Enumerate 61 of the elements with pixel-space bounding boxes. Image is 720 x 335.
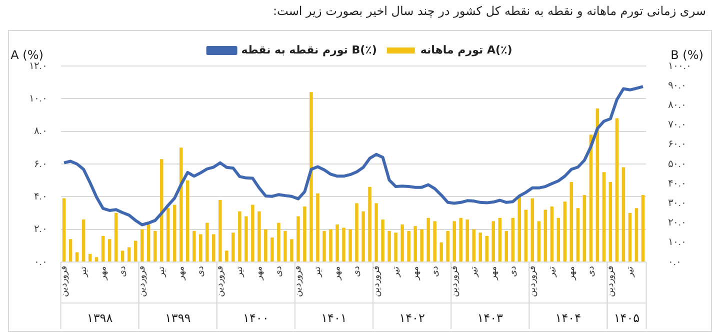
legend-label: تورم نقطه به نقطه B(٪) <box>241 43 377 56</box>
y-tick-label: ۰.۰ <box>34 256 47 268</box>
y2-tick-label: ۰.۰ <box>668 256 682 268</box>
x-tick-label: تیر <box>546 266 558 278</box>
x-tick-label: مهر <box>332 266 343 281</box>
text: ۱۴۰۲ <box>399 311 425 326</box>
y2-tick-label: ۱۰.۰ <box>668 237 686 248</box>
x-tick-label: فروردین <box>370 266 382 297</box>
y-axis-title: A (%) <box>10 48 44 62</box>
x-tick-label: دی <box>117 266 128 277</box>
text: ۱۳۹۸ <box>86 311 114 326</box>
x-tick-label: مهر <box>254 266 265 281</box>
x-tick-label: فروردین <box>604 266 616 297</box>
x-tick-label: دی <box>351 266 362 277</box>
x-tick-label: مهر <box>566 266 577 281</box>
x-tick-label: فروردین <box>58 266 70 297</box>
y-tick-label: ۸.۰ <box>34 126 47 138</box>
x-tick-label: تیر <box>234 266 246 278</box>
x-tick-label: تیر <box>156 266 168 278</box>
x-tick-label: تیر <box>390 266 402 278</box>
y2-tick-label: ۹۰.۰ <box>668 80 686 92</box>
x-tick-label: مهر <box>488 266 499 281</box>
chart-title: سری زمانی تورم ماهانه و نقطه به نقطه کل کشور در چند سال اخیر بصورت زیر است: <box>273 4 706 18</box>
x-tick-label: مهر <box>176 266 187 281</box>
text: ۱۴۰۵ <box>614 311 640 326</box>
x-tick-label: دی <box>585 266 596 277</box>
x-tick-label: مهر <box>410 266 421 281</box>
text: ۱۴۰۱ <box>321 311 347 326</box>
text: ۱۴۰۴ <box>555 311 582 326</box>
x-tick-label: فروردین <box>526 266 538 297</box>
y-tick-label: ۲.۰ <box>34 224 47 236</box>
y2-tick-label: ۱۰۰.۰ <box>668 60 692 72</box>
x-tick-label: دی <box>273 266 284 277</box>
y-tick-label: ۱۲.۰ <box>28 60 47 72</box>
x-tick-label: دی <box>195 266 206 277</box>
y2-tick-label: ۳۰.۰ <box>668 198 686 209</box>
x-tick-label: تیر <box>624 266 636 278</box>
x-tick-label: فروردین <box>214 266 226 297</box>
x-tick-label: فروردین <box>292 266 304 297</box>
y2-tick-label: ۵۰.۰ <box>668 158 686 170</box>
x-tick-label: مهر <box>98 266 109 281</box>
x-tick-label: تیر <box>468 266 480 278</box>
y2-axis-title: B (%) <box>670 48 704 62</box>
text: ۱۳۹۹ <box>164 311 191 326</box>
y2-tick-label: ۶۰.۰ <box>668 139 686 150</box>
x-tick-label: فروردین <box>136 266 148 297</box>
x-tick-label: دی <box>507 266 518 277</box>
x-tick-label: دی <box>429 266 440 277</box>
x-tick-label: تیر <box>312 266 324 278</box>
x-tick-label: تیر <box>78 266 90 278</box>
y2-tick-label: ۸۰.۰ <box>668 100 686 111</box>
y2-tick-label: ۷۰.۰ <box>668 120 686 131</box>
y-tick-label: ۴.۰ <box>34 191 47 202</box>
y2-tick-label: ۴۰.۰ <box>668 178 686 190</box>
text: ۱۴۰۰ <box>243 311 269 326</box>
y2-tick-label: ۲۰.۰ <box>668 218 686 229</box>
legend-label: تورم ماهانه A(٪) <box>420 43 512 56</box>
y-tick-label: ۱۰.۰ <box>28 93 47 104</box>
text: ۱۴۰۳ <box>477 311 504 326</box>
y-tick-label: ۶.۰ <box>34 158 47 170</box>
x-tick-label: فروردین <box>448 266 460 297</box>
